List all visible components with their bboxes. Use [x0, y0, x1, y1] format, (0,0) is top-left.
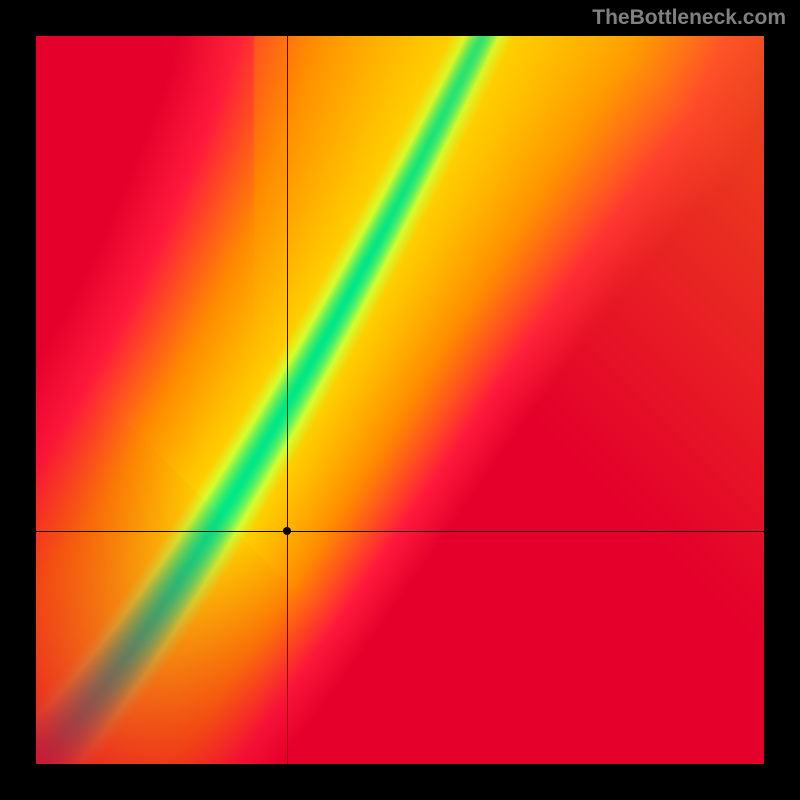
- bottleneck-heatmap: [36, 36, 764, 764]
- watermark-text: TheBottleneck.com: [592, 6, 786, 30]
- crosshair-horizontal: [36, 531, 764, 532]
- heatmap-canvas: [36, 36, 764, 764]
- marker-dot: [283, 527, 291, 535]
- crosshair-vertical: [287, 36, 288, 764]
